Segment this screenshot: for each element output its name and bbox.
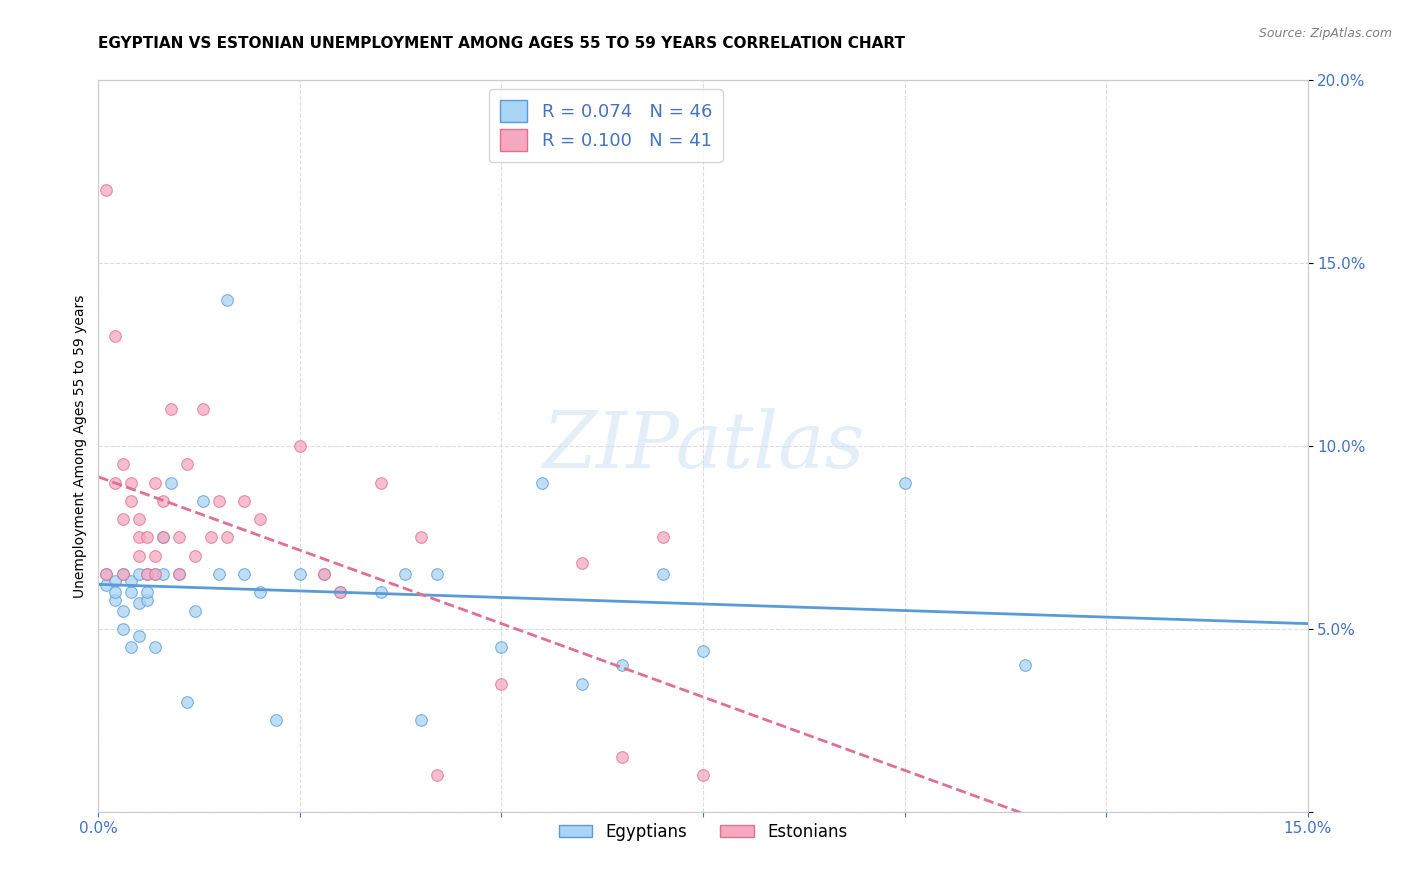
Point (426, 567, 449, 582)
Point (370, 585, 392, 599)
Point (314, 567, 336, 582)
Point (217, 293, 239, 307)
Point (120, 494, 142, 508)
Point (128, 567, 150, 582)
Point (184, 549, 207, 563)
Point (120, 574, 142, 589)
Point (111, 512, 134, 526)
Point (208, 494, 231, 508)
Point (692, 768, 714, 782)
Point (135, 585, 157, 599)
Point (128, 530, 150, 544)
Point (143, 640, 166, 655)
Point (135, 592, 157, 607)
Text: ZIPatlas: ZIPatlas (541, 408, 865, 484)
Point (288, 567, 311, 582)
Point (249, 585, 271, 599)
Point (143, 549, 166, 563)
Point (96, 183, 118, 197)
Point (160, 475, 183, 490)
Point (152, 494, 174, 508)
Point (249, 512, 271, 526)
Point (200, 530, 222, 544)
Text: Source: ZipAtlas.com: Source: ZipAtlas.com (1258, 27, 1392, 40)
Point (491, 640, 513, 655)
Point (152, 530, 174, 544)
Point (120, 585, 142, 599)
Point (128, 512, 150, 526)
Point (103, 592, 125, 607)
Point (184, 603, 207, 617)
Point (128, 629, 150, 643)
Point (143, 475, 166, 490)
Point (103, 329, 125, 343)
Point (329, 585, 352, 599)
Point (409, 714, 432, 728)
Point (111, 567, 134, 582)
Point (651, 530, 673, 544)
Point (167, 567, 190, 582)
Point (1014, 658, 1036, 673)
Point (370, 475, 392, 490)
Point (111, 567, 134, 582)
Point (111, 603, 134, 617)
Point (232, 567, 254, 582)
Point (571, 676, 593, 690)
Point (394, 567, 416, 582)
Point (96, 567, 118, 582)
Point (120, 475, 142, 490)
Point (103, 574, 125, 589)
Point (135, 567, 157, 582)
Point (491, 676, 513, 690)
Point (651, 567, 673, 582)
Point (111, 457, 134, 471)
Text: EGYPTIAN VS ESTONIAN UNEMPLOYMENT AMONG AGES 55 TO 59 YEARS CORRELATION CHART: EGYPTIAN VS ESTONIAN UNEMPLOYMENT AMONG … (98, 36, 905, 51)
Point (193, 494, 215, 508)
Point (143, 567, 166, 582)
Point (111, 622, 134, 636)
Point (208, 567, 231, 582)
Point (612, 749, 634, 764)
Point (135, 530, 157, 544)
Point (152, 567, 174, 582)
Point (96, 578, 118, 592)
Point (167, 530, 190, 544)
Point (120, 640, 142, 655)
Point (692, 644, 714, 658)
Point (232, 494, 254, 508)
Point (426, 768, 449, 782)
Point (530, 475, 553, 490)
Point (167, 567, 190, 582)
Point (893, 475, 915, 490)
Point (103, 585, 125, 599)
Point (264, 714, 287, 728)
Point (160, 402, 183, 417)
Point (176, 457, 198, 471)
Point (193, 402, 215, 417)
Point (143, 567, 166, 582)
Legend: Egyptians, Estonians: Egyptians, Estonians (553, 816, 853, 847)
Point (217, 530, 239, 544)
Y-axis label: Unemployment Among Ages 55 to 59 years: Unemployment Among Ages 55 to 59 years (73, 294, 87, 598)
Point (152, 530, 174, 544)
Point (96, 567, 118, 582)
Point (103, 475, 125, 490)
Point (571, 556, 593, 570)
Point (409, 530, 432, 544)
Point (128, 596, 150, 610)
Point (329, 585, 352, 599)
Point (135, 567, 157, 582)
Point (288, 439, 311, 453)
Point (612, 658, 634, 673)
Point (128, 549, 150, 563)
Point (314, 567, 336, 582)
Point (176, 695, 198, 709)
